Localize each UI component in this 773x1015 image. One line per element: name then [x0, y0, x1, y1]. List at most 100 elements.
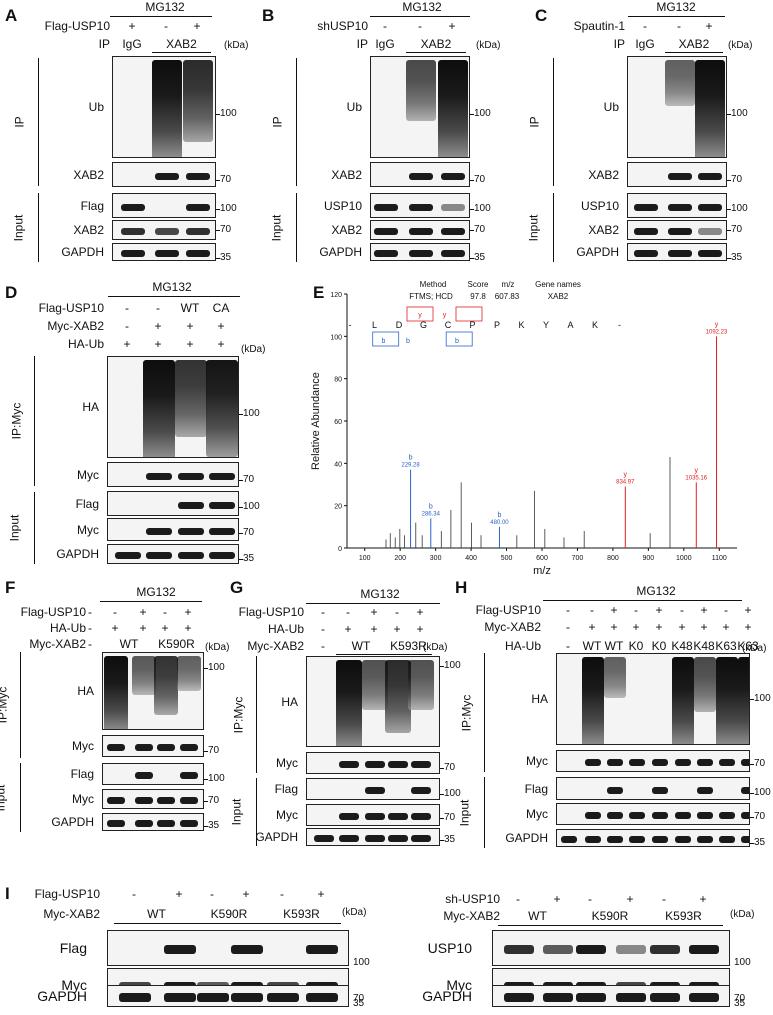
blot-myc [107, 462, 239, 487]
protein-band [209, 501, 235, 509]
genotype-underline [262, 923, 341, 924]
blot-label: GAPDH [51, 815, 94, 829]
y-tick-label: 100 [330, 334, 342, 341]
protein-band [504, 945, 534, 954]
treatment-underline [110, 16, 212, 17]
lane-value: + [655, 620, 663, 634]
kda-marker: 70 [754, 811, 766, 822]
lane-value: - [321, 622, 325, 636]
y-ion-bracket [455, 306, 483, 322]
marker-tick [750, 817, 754, 818]
sequence-residue: P [494, 320, 500, 330]
kda-marker: 35 [474, 252, 486, 263]
kda-marker: 35 [734, 998, 746, 1009]
x-tick-label: 300 [430, 555, 442, 562]
group-bracket [38, 58, 39, 186]
protein-band [668, 172, 692, 180]
sequence-residue: K [592, 320, 598, 330]
protein-band [365, 835, 385, 842]
blot-flag [306, 778, 440, 800]
protein-band [121, 250, 145, 257]
panel-label: E [313, 283, 325, 302]
ip-igg: IgG [375, 37, 395, 51]
sequence-residue: K [518, 320, 524, 330]
blot-xab2 [112, 162, 216, 187]
lane-value: + [186, 319, 194, 333]
blot-gapdh [556, 829, 750, 847]
lane-value: - [88, 605, 92, 619]
ion-type-label: b [498, 512, 502, 519]
blot-label: Ub [88, 100, 104, 114]
marker-tick [750, 699, 754, 700]
mz-value: 607.83 [495, 292, 520, 301]
marker-tick [216, 114, 220, 115]
genotype-label: K593R [665, 909, 702, 923]
protein-band [411, 835, 431, 842]
lane-value: + [448, 19, 456, 33]
marker-tick [204, 751, 208, 752]
protein-band [543, 945, 573, 954]
ubiquitin-smear [695, 60, 725, 157]
ubiquitin-smear [143, 360, 175, 457]
protein-band [697, 786, 713, 794]
blot-myc [102, 735, 204, 757]
treatment-underline [100, 601, 202, 602]
protein-band [650, 993, 680, 1002]
protein-band [650, 945, 680, 954]
protein-band [719, 759, 735, 766]
ubiquitin-smear [104, 656, 128, 729]
protein-band [339, 835, 359, 842]
protein-band [339, 813, 359, 820]
lane-value: + [744, 620, 752, 634]
genotype-label: K590R [591, 909, 629, 923]
lane-value: CA [212, 301, 230, 315]
blot-ub [370, 56, 470, 158]
protein-band [180, 797, 198, 804]
lane-value: - [680, 603, 684, 617]
blot-label: USP10 [580, 198, 619, 213]
protein-band [107, 820, 125, 827]
kda-marker: 35 [243, 553, 255, 564]
kda-marker: 70 [731, 174, 743, 185]
blot-label: HA [531, 692, 548, 706]
protein-band [186, 203, 210, 211]
kda-marker: 100 [474, 203, 491, 214]
panel-label: G [230, 578, 244, 597]
panel-label: D [5, 283, 18, 302]
protein-band [411, 787, 431, 794]
x-tick-label: 100 [359, 555, 371, 562]
lane-value: + [139, 621, 147, 635]
lane-value: K48 [693, 639, 715, 653]
peak-label: 1092.23 [706, 329, 728, 335]
genotype-underline [644, 925, 723, 926]
blot-myc [107, 518, 239, 541]
protein-band [543, 993, 573, 1002]
genotype-label: K593R [390, 639, 427, 653]
x-tick-label: 900 [643, 555, 655, 562]
ubiquitin-smear [694, 657, 716, 713]
ubiquitin-smear [362, 660, 388, 711]
lane-value: + [700, 603, 708, 617]
ubiquitin-smear [672, 657, 694, 744]
ip-underline [665, 52, 723, 53]
kda-marker: 70 [353, 993, 365, 1004]
row-name: Myc-XAB2 [484, 620, 541, 634]
blot-label: XAB2 [588, 223, 619, 237]
treatment-label: MG132 [145, 0, 185, 14]
marker-tick [216, 180, 220, 181]
blot-label: Flag [75, 496, 99, 511]
lane-value: - [210, 887, 214, 901]
panel-label: B [262, 6, 275, 25]
lane-value: + [217, 337, 225, 351]
ip-target: XAB2 [678, 37, 710, 51]
protein-band [697, 759, 713, 766]
ip-row-name: IP [98, 37, 110, 51]
kda-marker: 100 [754, 693, 771, 704]
ip-igg: IgG [122, 37, 142, 51]
lane-value: + [186, 337, 194, 351]
kda-marker: 100 [243, 501, 260, 512]
kda-marker: 100 [220, 108, 237, 119]
row-name: Flag-USP10 [44, 19, 110, 33]
ubiquitin-smear [408, 660, 434, 711]
